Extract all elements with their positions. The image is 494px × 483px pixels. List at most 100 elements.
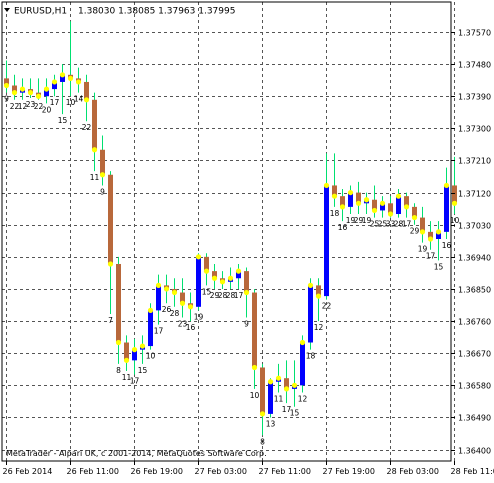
bar-label: 22 bbox=[82, 123, 92, 132]
close-marker bbox=[60, 72, 65, 77]
ohlc-values: 1.38030 1.38085 1.37963 1.37995 bbox=[78, 7, 235, 17]
bar-label: 8 bbox=[260, 437, 265, 446]
price-tick-label: 1.36400 bbox=[458, 447, 491, 456]
price-tick-label: 1.37300 bbox=[458, 125, 491, 134]
candle-body bbox=[84, 82, 89, 100]
bar-label: 29 bbox=[410, 227, 420, 236]
close-marker bbox=[420, 229, 425, 234]
close-marker bbox=[428, 236, 433, 241]
close-marker bbox=[220, 279, 225, 284]
close-marker bbox=[380, 201, 385, 206]
close-marker bbox=[92, 147, 97, 152]
close-marker bbox=[108, 261, 113, 266]
bar-label: 9 bbox=[244, 320, 249, 329]
time-tick-label: 26 Feb 2014 bbox=[3, 467, 53, 476]
close-marker bbox=[444, 183, 449, 188]
time-tick-label: 26 Feb 19:00 bbox=[131, 467, 183, 476]
candle-body bbox=[196, 257, 201, 307]
close-marker bbox=[396, 194, 401, 199]
close-marker bbox=[332, 194, 337, 199]
close-marker bbox=[340, 204, 345, 209]
close-marker bbox=[124, 358, 129, 363]
price-tick-label: 1.36940 bbox=[458, 254, 491, 263]
close-marker bbox=[68, 76, 73, 81]
close-marker bbox=[156, 283, 161, 288]
bar-label: 9 bbox=[4, 95, 9, 104]
close-marker bbox=[348, 190, 353, 195]
price-tick-label: 1.36670 bbox=[458, 350, 491, 359]
time-tick-label: 27 Feb 19:00 bbox=[323, 467, 375, 476]
candle-body bbox=[148, 310, 153, 346]
close-marker bbox=[316, 294, 321, 299]
close-marker bbox=[84, 97, 89, 102]
price-tick-label: 1.37120 bbox=[458, 190, 491, 199]
chart-header: EURUSD,H1 1.38030 1.38085 1.37963 1.3799… bbox=[4, 7, 235, 17]
bar-label: 11 bbox=[90, 173, 100, 182]
bar-label: 17 bbox=[130, 377, 140, 386]
candle-body bbox=[252, 293, 257, 368]
close-marker bbox=[436, 229, 441, 234]
close-marker bbox=[356, 201, 361, 206]
close-marker bbox=[44, 86, 49, 91]
candle-body bbox=[452, 185, 457, 203]
bar-label: 17 bbox=[234, 291, 244, 300]
close-marker bbox=[244, 290, 249, 295]
bar-label: 17 bbox=[154, 327, 164, 336]
bar-label: 28 bbox=[170, 309, 180, 318]
close-marker bbox=[100, 172, 105, 177]
close-marker bbox=[4, 83, 9, 88]
close-marker bbox=[276, 376, 281, 381]
bar-label: 18 bbox=[330, 209, 340, 218]
price-tick-label: 1.37210 bbox=[458, 157, 491, 166]
close-marker bbox=[12, 90, 17, 95]
close-marker bbox=[236, 269, 241, 274]
close-marker bbox=[372, 208, 377, 213]
time-tick-label: 26 Feb 11:00 bbox=[67, 467, 119, 476]
price-tick-label: 1.37390 bbox=[458, 93, 491, 102]
close-marker bbox=[284, 386, 289, 391]
close-marker bbox=[116, 340, 121, 345]
bar-label: 15 bbox=[138, 366, 148, 375]
candle-body bbox=[268, 382, 273, 414]
bar-label: 22 bbox=[322, 302, 332, 311]
close-marker bbox=[364, 197, 369, 202]
close-marker bbox=[132, 347, 137, 352]
bar-label: 8 bbox=[116, 366, 121, 375]
bar-label: 14 bbox=[74, 95, 84, 104]
candle-body bbox=[100, 150, 105, 175]
bar-label: 15 bbox=[290, 409, 300, 418]
close-marker bbox=[76, 79, 81, 84]
candle-body bbox=[92, 100, 97, 150]
close-marker bbox=[292, 383, 297, 388]
price-tick-label: 1.36580 bbox=[458, 382, 491, 391]
symbol-label: EURUSD,H1 bbox=[14, 7, 67, 17]
close-marker bbox=[140, 343, 145, 348]
bar-label: 17 bbox=[426, 252, 436, 261]
close-marker bbox=[252, 365, 257, 370]
close-marker bbox=[52, 79, 57, 84]
close-marker bbox=[452, 201, 457, 206]
close-marker bbox=[212, 276, 217, 281]
bar-label: 18 bbox=[306, 352, 316, 361]
close-marker bbox=[20, 86, 25, 91]
close-marker bbox=[228, 276, 233, 281]
candle-body bbox=[116, 264, 121, 343]
bar-label: 7 bbox=[108, 316, 113, 325]
close-marker bbox=[164, 286, 169, 291]
price-tick-label: 1.37480 bbox=[458, 61, 491, 70]
close-marker bbox=[260, 411, 265, 416]
bar-label: 15 bbox=[434, 262, 444, 271]
time-tick-label: 28 Feb 03:00 bbox=[387, 467, 439, 476]
close-marker bbox=[188, 304, 193, 309]
bar-label: 17 bbox=[50, 98, 60, 107]
bar-label: 12 bbox=[298, 394, 308, 403]
bar-label: 16 bbox=[442, 241, 452, 250]
candle-body bbox=[324, 185, 329, 296]
candle-body bbox=[156, 285, 161, 310]
close-marker bbox=[324, 183, 329, 188]
bar-label: 11 bbox=[274, 394, 284, 403]
close-marker bbox=[388, 211, 393, 216]
bar-label: 15 bbox=[58, 116, 68, 125]
